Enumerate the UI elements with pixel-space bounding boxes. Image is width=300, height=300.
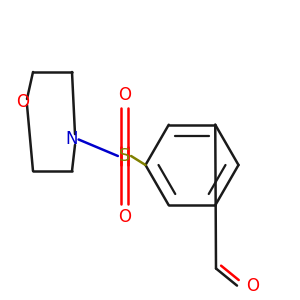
Text: O: O: [118, 85, 131, 103]
Text: O: O: [246, 277, 259, 295]
Text: O: O: [16, 93, 29, 111]
Text: N: N: [66, 130, 78, 148]
Text: S: S: [119, 147, 130, 165]
Text: O: O: [118, 208, 131, 226]
